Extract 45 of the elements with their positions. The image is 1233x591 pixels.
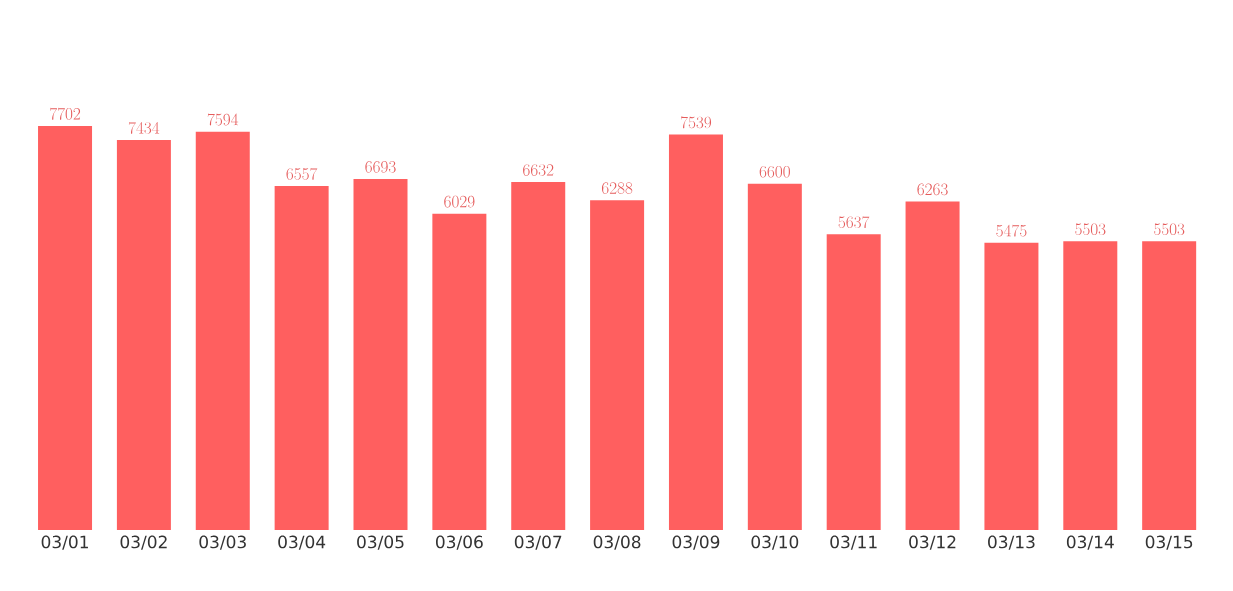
x-tick-label: 03/04 <box>278 535 326 550</box>
bar <box>38 126 93 530</box>
bar <box>826 234 881 530</box>
x-tick-label: 03/08 <box>593 535 641 550</box>
data-label: 5475 <box>996 224 1027 237</box>
x-tick-label: 03/01 <box>41 535 88 550</box>
data-label: 5503 <box>1075 223 1106 236</box>
data-label: 6557 <box>286 167 318 180</box>
x-tick-label: 03/15 <box>1145 535 1193 550</box>
x-tick-label: 03/09 <box>672 535 720 550</box>
data-label: 6263 <box>917 183 948 196</box>
data-label: 7594 <box>207 113 239 126</box>
data-label: 7434 <box>128 121 160 134</box>
bar <box>511 182 566 530</box>
x-tick-label: 03/12 <box>909 535 956 550</box>
x-tick-label: 03/02 <box>120 535 167 550</box>
x-tick-label: 03/03 <box>199 535 246 550</box>
data-label: 5637 <box>838 216 870 229</box>
data-label: 6600 <box>759 165 790 178</box>
bar <box>353 178 408 530</box>
data-label: 7702 <box>50 107 81 120</box>
bar <box>116 140 171 530</box>
data-label: 6288 <box>601 182 633 194</box>
x-tick-label: 03/05 <box>357 535 404 550</box>
x-tick-label: 03/07 <box>514 535 562 550</box>
bar <box>984 242 1039 530</box>
bar <box>747 183 802 530</box>
bar <box>905 201 960 530</box>
data-label: 6029 <box>444 195 475 208</box>
x-tick-label: 03/06 <box>435 535 483 550</box>
bar <box>195 131 250 530</box>
bar <box>274 186 329 530</box>
bar <box>432 213 487 530</box>
x-tick-label: 03/10 <box>751 535 799 550</box>
x-tick-label: 03/11 <box>830 535 877 550</box>
data-label: 6632 <box>523 164 554 176</box>
bar <box>1142 241 1197 530</box>
bar <box>1063 241 1118 530</box>
x-tick-label: 03/14 <box>1066 535 1114 550</box>
data-label: 6693 <box>365 161 396 173</box>
bar <box>668 134 723 530</box>
x-tick-label: 03/13 <box>988 535 1035 550</box>
data-label: 7539 <box>680 116 712 129</box>
data-label: 5503 <box>1154 223 1185 236</box>
bar <box>590 200 645 530</box>
